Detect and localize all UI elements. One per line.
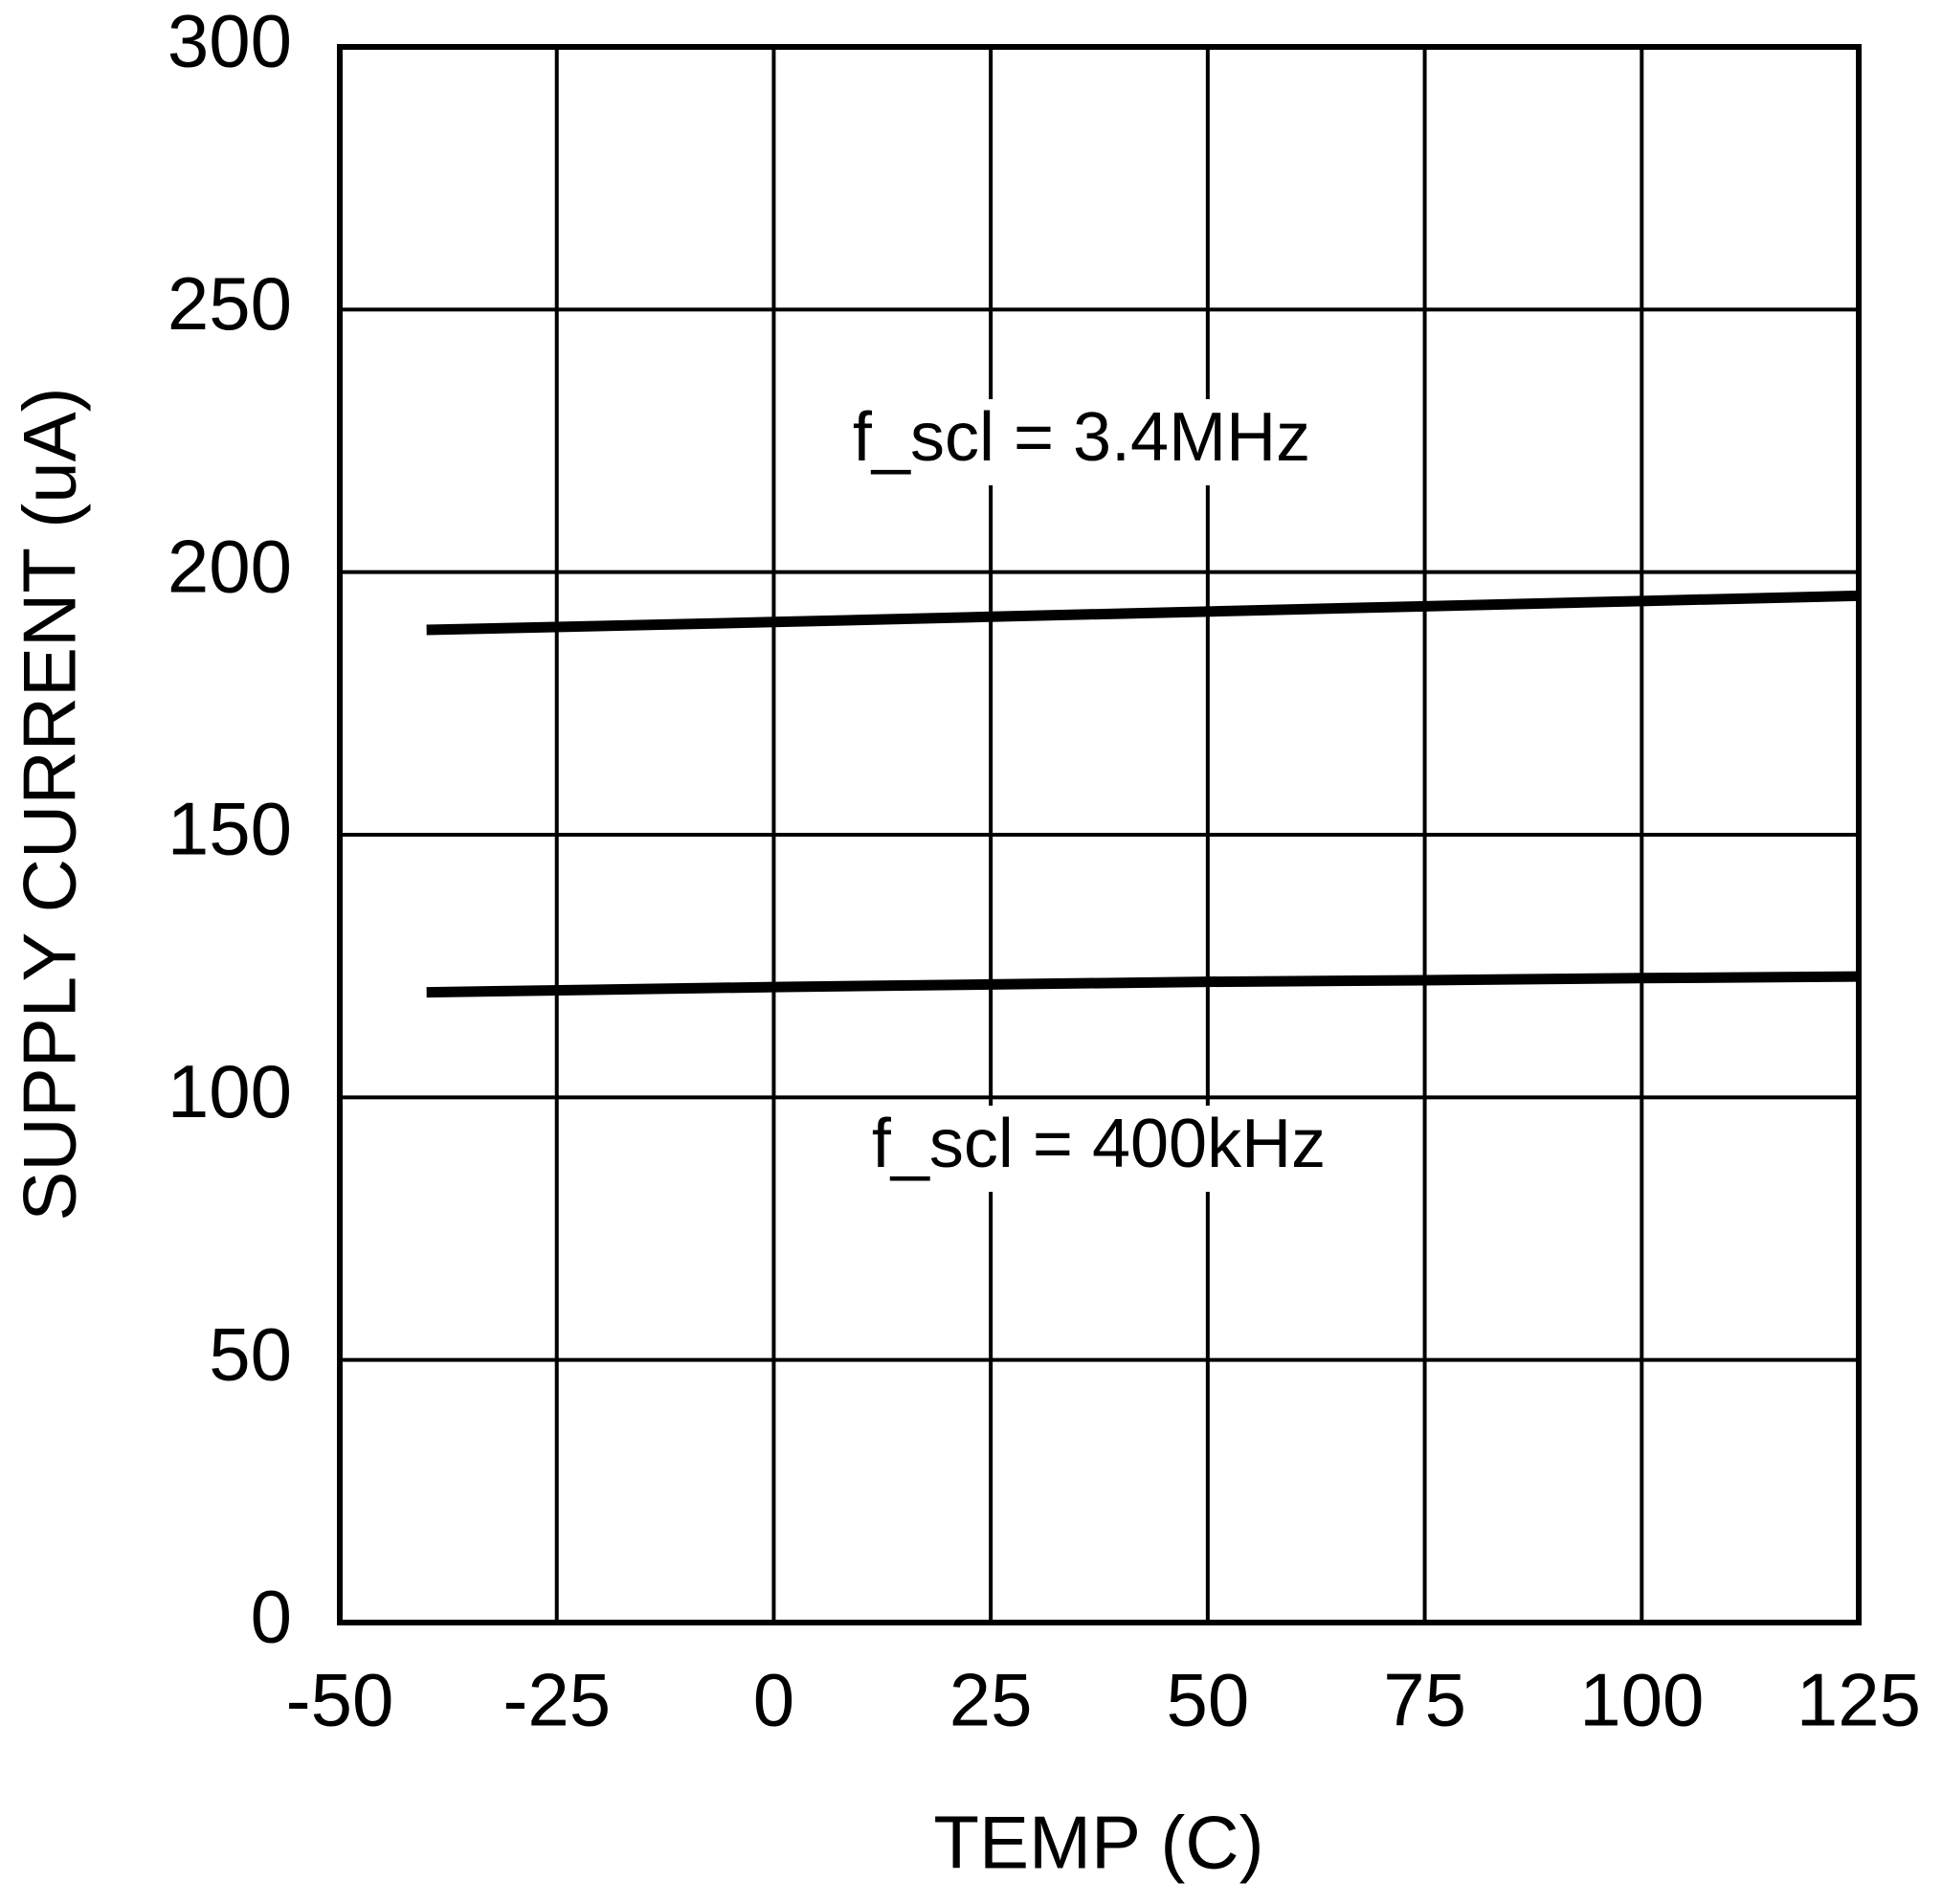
y-tick-label: 0	[251, 1575, 292, 1659]
x-tick-label: 125	[1797, 1658, 1921, 1742]
y-tick-label: 50	[209, 1311, 292, 1396]
plot-frame	[337, 44, 1862, 1625]
y-tick-label: 150	[167, 787, 292, 871]
x-tick-label: -25	[502, 1658, 611, 1742]
x-axis-title: TEMP (C)	[933, 1801, 1263, 1885]
data-line	[426, 971, 1860, 998]
label-background	[812, 1106, 1386, 1192]
x-tick-label: 75	[1383, 1658, 1466, 1742]
y-axis-title: SUPPLY CURRENT (uA)	[8, 387, 92, 1221]
x-tick-label: 25	[949, 1658, 1033, 1742]
x-tick-label: -50	[286, 1658, 394, 1742]
x-tick-label: 100	[1579, 1658, 1704, 1742]
series-label: f_scl = 400kHz	[872, 1106, 1326, 1182]
y-tick-label: 250	[167, 261, 292, 346]
y-tick-label: 200	[167, 524, 292, 608]
data-line	[426, 590, 1860, 636]
y-tick-label: 300	[167, 0, 292, 83]
x-tick-label: 0	[753, 1658, 794, 1742]
x-tick-label: 50	[1166, 1658, 1249, 1742]
series-label: f_scl = 3.4MHz	[853, 399, 1310, 476]
y-tick-label: 100	[167, 1049, 292, 1133]
label-background	[794, 399, 1369, 485]
